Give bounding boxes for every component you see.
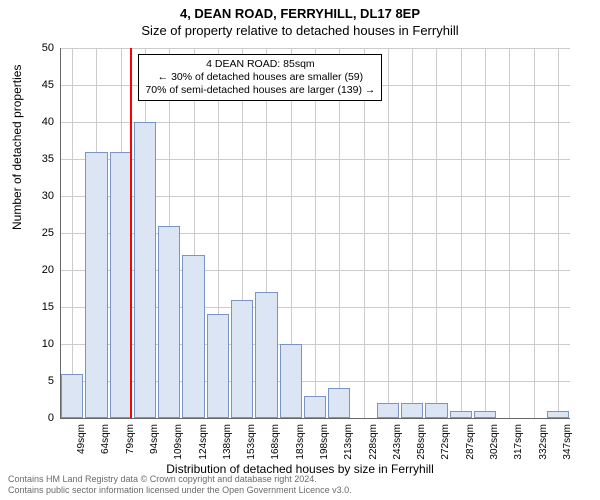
y-tick-label: 15 bbox=[24, 301, 54, 313]
histogram-bar bbox=[134, 122, 156, 418]
gridline-v bbox=[72, 48, 73, 418]
gridline-v bbox=[485, 48, 486, 418]
callout-box: 4 DEAN ROAD: 85sqm← 30% of detached hous… bbox=[138, 54, 382, 101]
x-tick-label: 213sqm bbox=[343, 424, 354, 460]
chart-title-sub: Size of property relative to detached ho… bbox=[0, 21, 600, 38]
x-tick-label: 228sqm bbox=[368, 424, 379, 460]
x-tick-label: 49sqm bbox=[76, 424, 87, 454]
y-axis-line bbox=[60, 48, 61, 418]
y-tick-label: 0 bbox=[24, 412, 54, 424]
y-tick-label: 40 bbox=[24, 116, 54, 128]
x-axis-line bbox=[60, 418, 570, 419]
gridline-v bbox=[509, 48, 510, 418]
callout-line3: 70% of semi-detached houses are larger (… bbox=[145, 84, 375, 97]
x-tick-label: 317sqm bbox=[513, 424, 524, 460]
histogram-bar bbox=[377, 403, 399, 418]
histogram-bar bbox=[474, 411, 496, 418]
attribution-line2: Contains public sector information licen… bbox=[8, 485, 592, 496]
callout-line2: ← 30% of detached houses are smaller (59… bbox=[145, 71, 375, 84]
histogram-bar bbox=[182, 255, 204, 418]
x-tick-label: 332sqm bbox=[538, 424, 549, 460]
x-tick-label: 138sqm bbox=[222, 424, 233, 460]
y-tick-label: 25 bbox=[24, 227, 54, 239]
x-tick-label: 79sqm bbox=[125, 424, 136, 454]
histogram-bar bbox=[255, 292, 277, 418]
histogram-bar bbox=[547, 411, 569, 418]
gridline-v bbox=[534, 48, 535, 418]
x-tick-label: 347sqm bbox=[562, 424, 573, 460]
callout-line1: 4 DEAN ROAD: 85sqm bbox=[145, 58, 375, 71]
x-tick-label: 124sqm bbox=[198, 424, 209, 460]
y-tick-label: 5 bbox=[24, 375, 54, 387]
y-tick-label: 45 bbox=[24, 79, 54, 91]
gridline-v bbox=[315, 48, 316, 418]
y-tick-label: 35 bbox=[24, 153, 54, 165]
histogram-bar bbox=[401, 403, 423, 418]
x-tick-label: 198sqm bbox=[319, 424, 330, 460]
x-tick-label: 153sqm bbox=[246, 424, 257, 460]
histogram-bar bbox=[304, 396, 326, 418]
histogram-bar bbox=[231, 300, 253, 418]
gridline-v bbox=[558, 48, 559, 418]
histogram-bar bbox=[328, 388, 350, 418]
y-tick-label: 20 bbox=[24, 264, 54, 276]
x-tick-label: 258sqm bbox=[416, 424, 427, 460]
histogram-bar bbox=[158, 226, 180, 418]
y-tick-label: 10 bbox=[24, 338, 54, 350]
attribution-line1: Contains HM Land Registry data © Crown c… bbox=[8, 474, 592, 485]
x-tick-label: 64sqm bbox=[100, 424, 111, 454]
x-tick-label: 168sqm bbox=[270, 424, 281, 460]
gridline-v bbox=[364, 48, 365, 418]
y-tick-label: 30 bbox=[24, 190, 54, 202]
gridline-v bbox=[339, 48, 340, 418]
reference-line bbox=[130, 48, 132, 418]
histogram-bar bbox=[85, 152, 107, 418]
x-tick-label: 94sqm bbox=[149, 424, 160, 454]
gridline-v bbox=[461, 48, 462, 418]
x-tick-label: 302sqm bbox=[489, 424, 500, 460]
chart-plot-area: 0510152025303540455049sqm64sqm79sqm94sqm… bbox=[60, 48, 570, 418]
gridline-v bbox=[436, 48, 437, 418]
plot-region: 0510152025303540455049sqm64sqm79sqm94sqm… bbox=[60, 48, 570, 418]
gridline-v bbox=[412, 48, 413, 418]
gridline-v bbox=[388, 48, 389, 418]
histogram-bar bbox=[425, 403, 447, 418]
chart-title-main: 4, DEAN ROAD, FERRYHILL, DL17 8EP bbox=[0, 0, 600, 21]
x-tick-label: 272sqm bbox=[440, 424, 451, 460]
histogram-bar bbox=[110, 152, 132, 418]
histogram-bar bbox=[207, 314, 229, 418]
attribution-text: Contains HM Land Registry data © Crown c… bbox=[8, 474, 592, 496]
x-tick-label: 109sqm bbox=[173, 424, 184, 460]
histogram-bar bbox=[450, 411, 472, 418]
x-tick-label: 287sqm bbox=[465, 424, 476, 460]
histogram-bar bbox=[280, 344, 302, 418]
y-axis-label: Number of detached properties bbox=[10, 65, 24, 230]
histogram-bar bbox=[61, 374, 83, 418]
x-tick-label: 183sqm bbox=[295, 424, 306, 460]
y-tick-label: 50 bbox=[24, 42, 54, 54]
x-tick-label: 243sqm bbox=[392, 424, 403, 460]
